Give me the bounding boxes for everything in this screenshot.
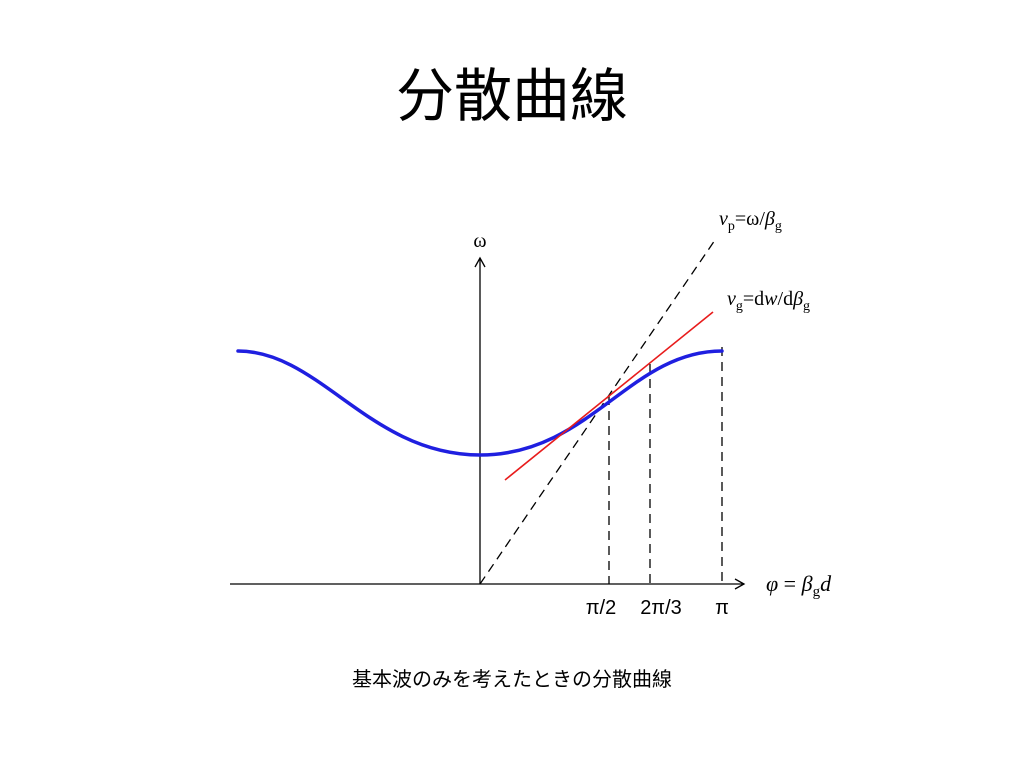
tick-label-pi: π (715, 597, 729, 619)
x-label-d: d (820, 571, 832, 596)
vp-rest: =ω/ (735, 208, 765, 230)
slide-title: 分散曲線 (395, 62, 628, 130)
x-label-sub: g (813, 584, 821, 600)
x-axis-label: φ = βgd (766, 571, 832, 600)
phase-velocity-line (479, 239, 716, 585)
vg-v: v (727, 288, 736, 310)
y-axis-label: ω (473, 230, 486, 252)
vg-sub: g (736, 299, 743, 314)
vg-w: w (764, 288, 778, 310)
vg-rest1: =d (743, 288, 764, 310)
tick-label-pi-half: π/2 (586, 597, 616, 619)
x-label-phi: φ (766, 571, 778, 596)
vp-sub: p (728, 219, 735, 234)
slide-caption: 基本波のみを考えたときの分散曲線 (352, 667, 672, 691)
phase-velocity-label: vp=ω/βg (719, 208, 782, 234)
vg-rest2: /d (778, 288, 794, 310)
vp-beta-sub: g (775, 219, 782, 234)
tick-label-two-pi-third: 2π/3 (640, 597, 682, 619)
x-label-beta: β (801, 571, 813, 596)
dispersion-curve (236, 349, 724, 457)
vg-beta-sub: g (803, 299, 810, 314)
vp-v: v (719, 208, 728, 230)
group-velocity-label: vg=dw/dβg (727, 288, 810, 314)
group-velocity-tangent (504, 311, 714, 481)
vp-beta: β (764, 208, 775, 230)
vg-beta: β (792, 288, 803, 310)
x-label-equals: = (778, 571, 801, 596)
